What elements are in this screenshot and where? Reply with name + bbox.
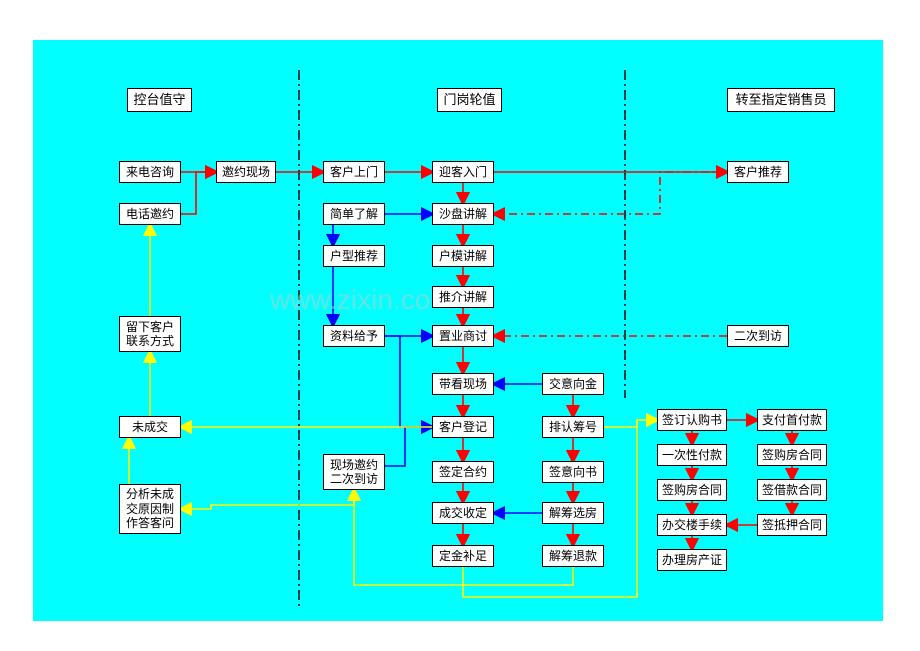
node-yicixing: 一次性付款 (657, 444, 727, 466)
edge (385, 336, 432, 427)
node-shapanjj: 沙盘讲解 (432, 203, 494, 225)
node-chengjiao: 成交收定 (432, 502, 494, 524)
node-yaoyuexianchang: 邀约现场 (216, 161, 276, 183)
node-zhifushou: 支付首付款 (757, 409, 827, 431)
page-root: www.zixin.com.cn 控台值守门岗轮值转至指定销售员来电咨询邀约现场… (0, 0, 920, 651)
edge (181, 172, 216, 214)
node-kehutuijian: 客户推荐 (727, 161, 789, 183)
edge (181, 490, 354, 509)
node-dianhuayaoyue: 电话邀约 (119, 203, 181, 225)
node-qianyixiang: 签意向书 (542, 461, 604, 483)
node-kehushangmen: 客户上门 (323, 161, 385, 183)
node-fangou: 签购房合同 (757, 444, 827, 466)
node-hdr_mid: 门岗轮值 (437, 88, 502, 112)
node-paichou: 排认筹号 (542, 416, 604, 438)
node-jiechou: 解筹选房 (542, 502, 604, 524)
node-ercidaofang: 二次到访 (727, 325, 789, 347)
node-fenxiweicheng: 分析未成 交原因制 作答客问 (119, 484, 181, 534)
node-kehudengji: 客户登记 (432, 416, 494, 438)
node-jiaoyixiang: 交意向金 (542, 373, 604, 395)
node-xianchangyaoyue: 现场邀约 二次到访 (323, 454, 385, 490)
node-banjiao: 办交楼手续 (657, 514, 727, 536)
node-ziliaogeiyu: 资料给予 (323, 325, 385, 347)
node-weichengjiao: 未成交 (119, 416, 181, 438)
node-laidianzixun: 来电咨询 (119, 161, 181, 183)
node-qianding: 签定合约 (432, 461, 494, 483)
flowchart-canvas: www.zixin.com.cn 控台值守门岗轮值转至指定销售员来电咨询邀约现场… (33, 40, 883, 621)
node-dingjinbuzu: 定金补足 (432, 545, 494, 567)
node-qianjie: 签借款合同 (757, 479, 827, 501)
node-qiandi: 签抵押合同 (757, 514, 827, 536)
edge (604, 420, 657, 427)
node-humo: 户模讲解 (432, 245, 494, 267)
node-rengou: 签订认购书 (657, 409, 727, 431)
node-tuijie: 推介讲解 (432, 286, 494, 308)
node-huxingtuijian: 户型推荐 (323, 245, 385, 267)
node-daikanchang: 带看现场 (432, 373, 494, 395)
edge (385, 427, 432, 466)
node-jiechoutui: 解筹退款 (542, 545, 604, 567)
node-liuxialianxi: 留下客户 联系方式 (119, 316, 181, 352)
node-jdanliaojie: 简单了解 (323, 203, 385, 225)
node-qiangou2: 签购房合同 (657, 479, 727, 501)
node-hdr_left: 控台值守 (127, 88, 192, 112)
node-hdr_right: 转至指定销售员 (727, 88, 835, 112)
edge (494, 172, 727, 214)
node-fangchan: 办理房产证 (657, 549, 727, 571)
node-yingkerumen: 迎客入门 (432, 161, 494, 183)
node-zhiye: 置业商讨 (432, 325, 494, 347)
